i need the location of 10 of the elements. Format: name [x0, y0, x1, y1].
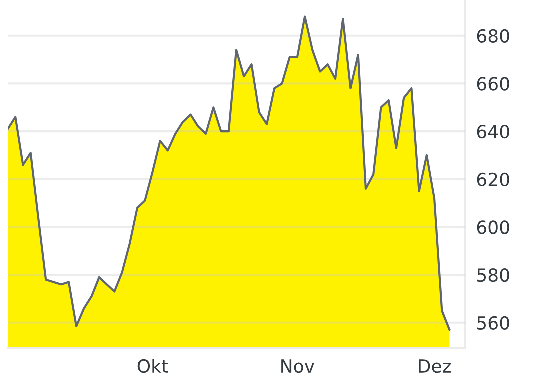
x-tick-label: Dez [419, 360, 451, 374]
y-tick-label: 600 [477, 220, 510, 234]
x-tick-label: Nov [282, 360, 315, 374]
y-tick-label: 580 [478, 268, 510, 282]
y-tick-label: 640 [477, 125, 510, 139]
x-tick-label: Okt [138, 359, 168, 374]
y-tick-label: 560 [478, 316, 510, 330]
y-tick-label: 620 [477, 172, 510, 186]
y-tick-label: 660 [477, 77, 510, 91]
y-tick-label: 680 [477, 29, 510, 43]
